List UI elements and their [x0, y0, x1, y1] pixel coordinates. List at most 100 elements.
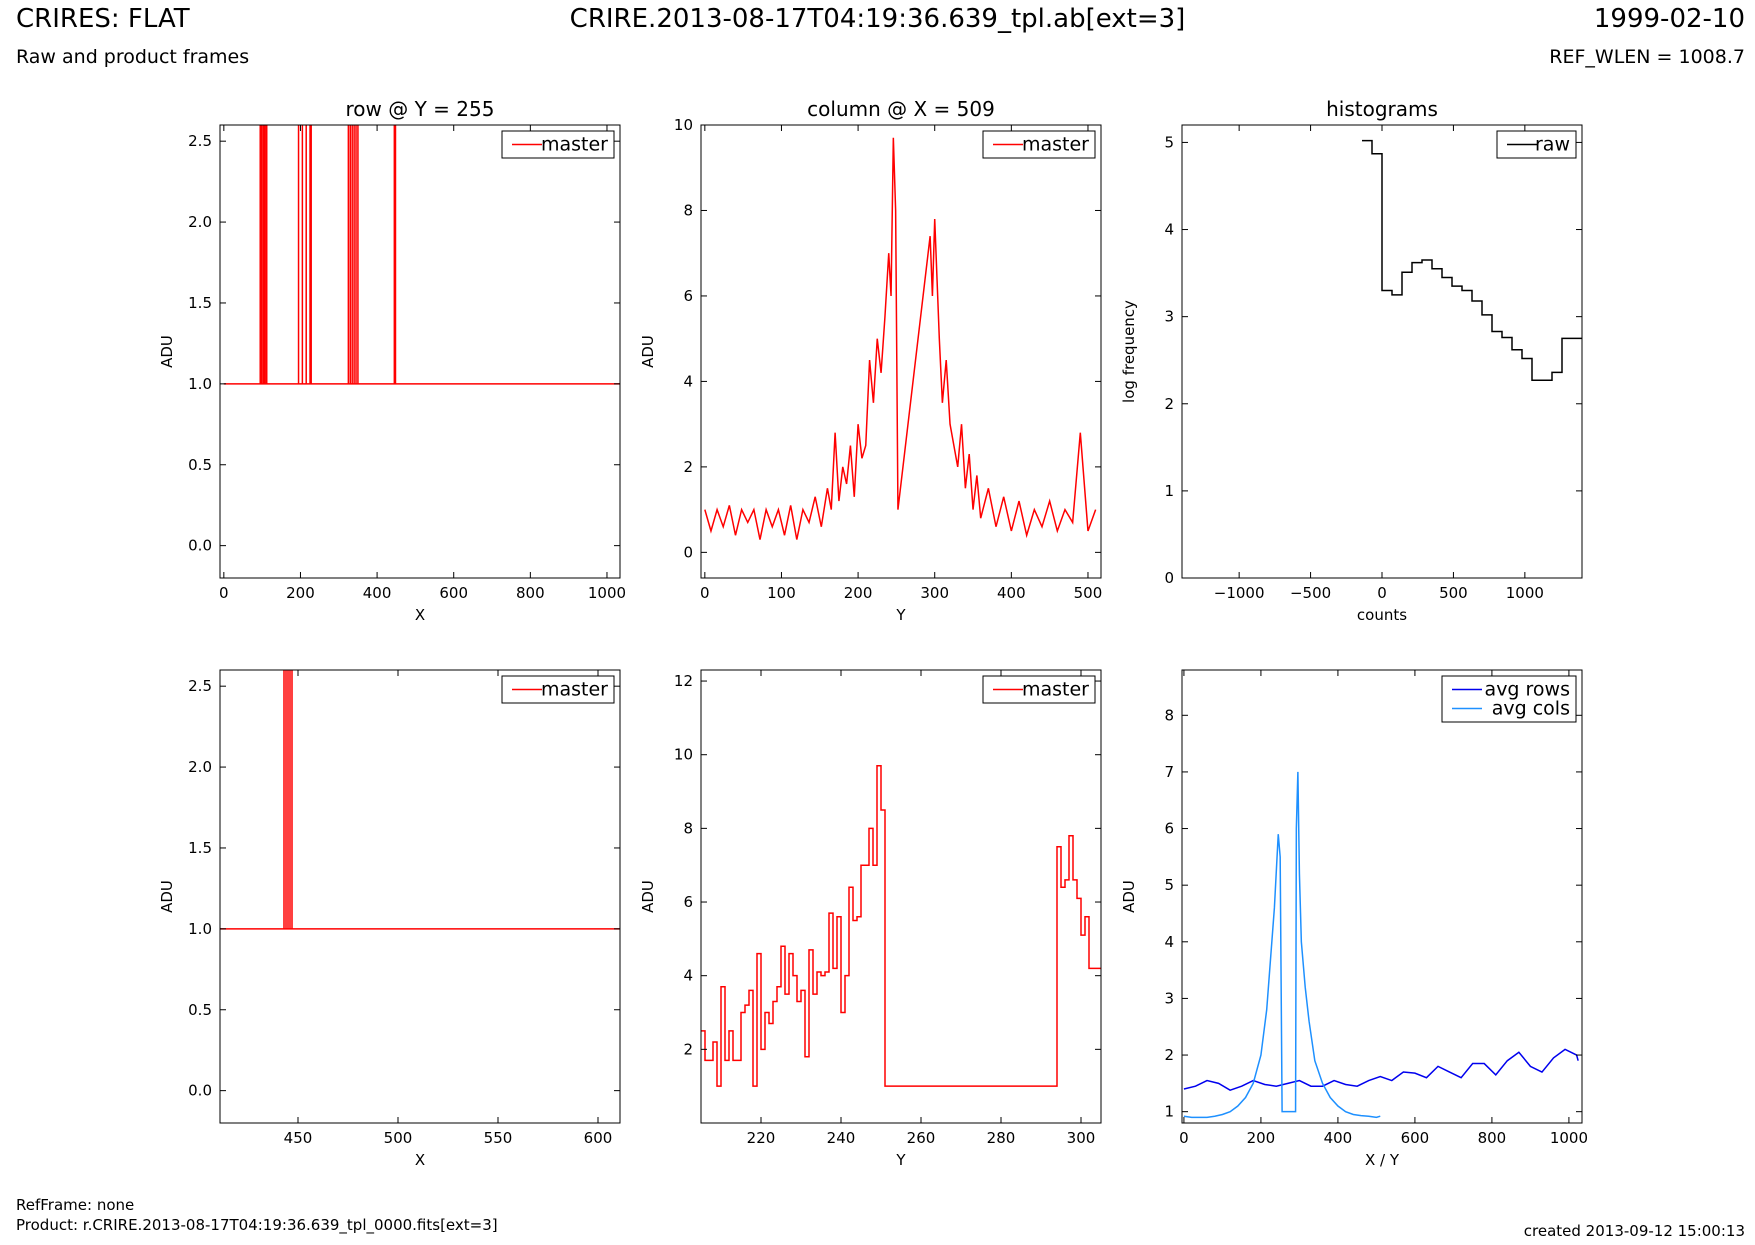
y-tick-label: 6 [683, 893, 693, 911]
row-zoom-plot-xlabel: X [415, 1151, 425, 1169]
y-tick-label: 1.5 [188, 839, 212, 857]
x-tick-label: 0 [700, 584, 710, 602]
average-plot-series-avg-rows [1183, 1048, 1579, 1091]
histogram-plot-series-area [1362, 139, 1582, 381]
x-tick-label: 100 [767, 584, 796, 602]
row-plot-title: row @ Y = 255 [346, 97, 495, 121]
y-tick-label: 0.0 [188, 1082, 212, 1100]
column-zoom-plot: 220 240 260 280 300 2 4 6 8 10 12 Y ADU master [639, 669, 1102, 1169]
y-tick-label: 2.0 [188, 213, 212, 231]
x-tick-label: 220 [747, 1129, 776, 1147]
histogram-plot-series-raw [1362, 139, 1582, 381]
y-tick-label: 4 [683, 967, 693, 985]
histogram-plot-title: histograms [1326, 97, 1438, 121]
y-tick-label: 7 [1164, 763, 1174, 781]
x-tick-label: 600 [584, 1129, 613, 1147]
x-tick-label: 550 [484, 1129, 513, 1147]
page-subtitle: Raw and product frames [16, 46, 250, 68]
column-plot-ylabel: ADU [639, 335, 657, 368]
row-plot-ylabel: ADU [158, 335, 176, 368]
histogram-plot-xlabel: counts [1357, 606, 1407, 624]
y-tick-label: 12 [674, 672, 693, 690]
column-zoom-plot-ylabel: ADU [639, 880, 657, 913]
x-tick-label: 200 [1247, 1129, 1276, 1147]
average-plot: 0 200 400 600 800 1000 1 2 3 4 5 6 7 8 X / Y ADU avg row… [1120, 669, 1588, 1169]
y-tick-label: 6 [1164, 820, 1174, 838]
x-tick-label: −500 [1290, 584, 1331, 602]
x-tick-label: 400 [1324, 1129, 1353, 1147]
ref-wlen-label: REF_WLEN = 1008.7 [1549, 46, 1745, 68]
histogram-plot-ylabel: log frequency [1120, 300, 1138, 403]
y-tick-label: 0.0 [188, 537, 212, 555]
y-tick-label: 2 [683, 458, 693, 476]
y-tick-label: 5 [1164, 876, 1174, 894]
y-tick-label: 2 [1164, 1046, 1174, 1064]
histogram-plot-legend: raw [1496, 130, 1577, 159]
row-zoom-plot-frame [219, 669, 621, 1124]
column-plot: 0 100 200 300 400 500 0 2 4 6 8 10 column @ X = 509 Y… [639, 97, 1102, 624]
y-tick-label: 2 [1164, 395, 1174, 413]
column-plot-legend: master [982, 130, 1096, 159]
column-zoom-plot-frame [700, 669, 1102, 1124]
x-tick-label: 280 [987, 1129, 1016, 1147]
ref-frame-label: RefFrame: none [16, 1196, 135, 1214]
x-tick-label: 260 [907, 1129, 936, 1147]
average-plot-frame [1181, 669, 1583, 1124]
average-plot-series-avg-cols [1183, 771, 1381, 1119]
row-plot-xlabel: X [415, 606, 425, 624]
y-tick-label: 4 [683, 372, 693, 390]
column-zoom-plot-series-area [701, 765, 1101, 1087]
average-plot-xlabel: X / Y [1365, 1151, 1400, 1169]
y-tick-label: 2.0 [188, 758, 212, 776]
y-tick-label: 0.5 [188, 1001, 212, 1019]
row-zoom-plot: 450 500 550 600 0.0 0.5 1.0 1.5 2.0 2.5 X ADU master [158, 669, 621, 1169]
file-title: CRIRE.2013-08-17T04:19:36.639_tpl.ab[ext… [569, 4, 1186, 34]
legend-label: avg cols [1492, 698, 1570, 720]
x-tick-label: 600 [1401, 1129, 1430, 1147]
x-tick-label: 0 [219, 584, 229, 602]
row-zoom-plot-ylabel: ADU [158, 880, 176, 913]
legend-label: master [1022, 679, 1089, 701]
y-tick-label: 4 [1164, 933, 1174, 951]
x-tick-label: 1000 [1550, 1129, 1588, 1147]
y-tick-label: 4 [1164, 221, 1174, 239]
row-plot-legend: master [501, 130, 615, 159]
y-tick-label: 2 [683, 1040, 693, 1058]
x-tick-label: 300 [1067, 1129, 1096, 1147]
row-zoom-plot-series-area [220, 670, 620, 930]
x-tick-label: 200 [844, 584, 873, 602]
y-tick-label: 0 [1164, 569, 1174, 587]
y-tick-label: 2.5 [188, 677, 212, 695]
x-tick-label: 500 [1074, 584, 1103, 602]
x-tick-label: 800 [516, 584, 545, 602]
y-tick-label: 5 [1164, 133, 1174, 151]
y-tick-label: 1.0 [188, 920, 212, 938]
x-tick-label: 0 [1179, 1129, 1189, 1147]
x-tick-label: 450 [284, 1129, 313, 1147]
x-tick-label: 200 [286, 584, 315, 602]
y-tick-label: 1.5 [188, 294, 212, 312]
x-tick-label: 800 [1478, 1129, 1507, 1147]
histogram-plot: −1000 −500 0 500 1000 0 1 2 3 4 5 histograms counts l… [1120, 97, 1583, 624]
column-zoom-plot-legend: master [982, 675, 1096, 704]
y-tick-label: 8 [1164, 706, 1174, 724]
x-tick-label: 0 [1377, 584, 1387, 602]
y-tick-label: 1.0 [188, 375, 212, 393]
row-zoom-plot-legend: master [501, 675, 615, 704]
y-tick-label: 0.5 [188, 456, 212, 474]
legend-label: master [1022, 134, 1089, 156]
x-tick-label: 300 [920, 584, 949, 602]
row-plot-frame [219, 124, 621, 579]
x-tick-label: 400 [997, 584, 1026, 602]
y-tick-label: 10 [674, 746, 693, 764]
y-tick-label: 1 [1164, 482, 1174, 500]
y-tick-label: 3 [1164, 308, 1174, 326]
legend-label: avg rows [1485, 679, 1570, 701]
x-tick-label: 240 [827, 1129, 856, 1147]
x-tick-label: −1000 [1214, 584, 1265, 602]
y-tick-label: 1 [1164, 1103, 1174, 1121]
x-tick-label: 500 [1439, 584, 1468, 602]
created-label: created 2013-09-12 15:00:13 [1523, 1222, 1745, 1240]
